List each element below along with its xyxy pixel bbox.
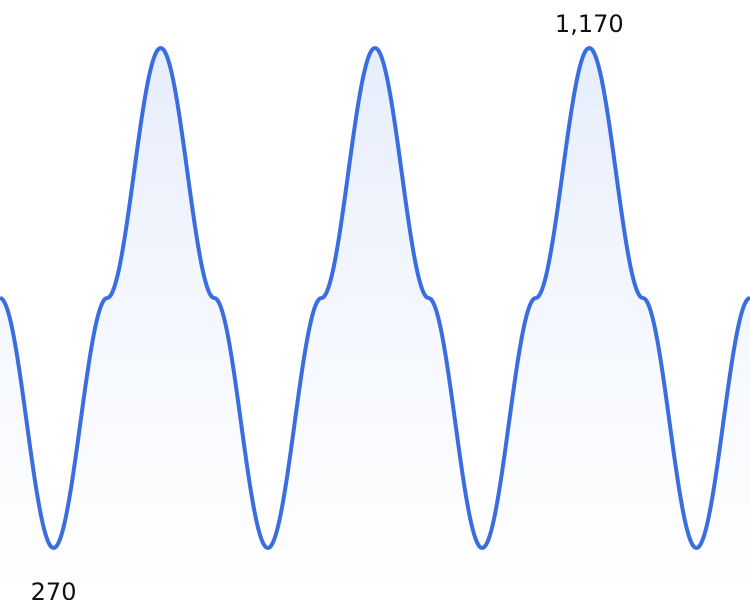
min-value-label: 270 (31, 578, 77, 600)
series-area-fill (0, 48, 750, 600)
series-line (0, 46, 750, 550)
max-value-label: 1,170 (555, 10, 624, 38)
